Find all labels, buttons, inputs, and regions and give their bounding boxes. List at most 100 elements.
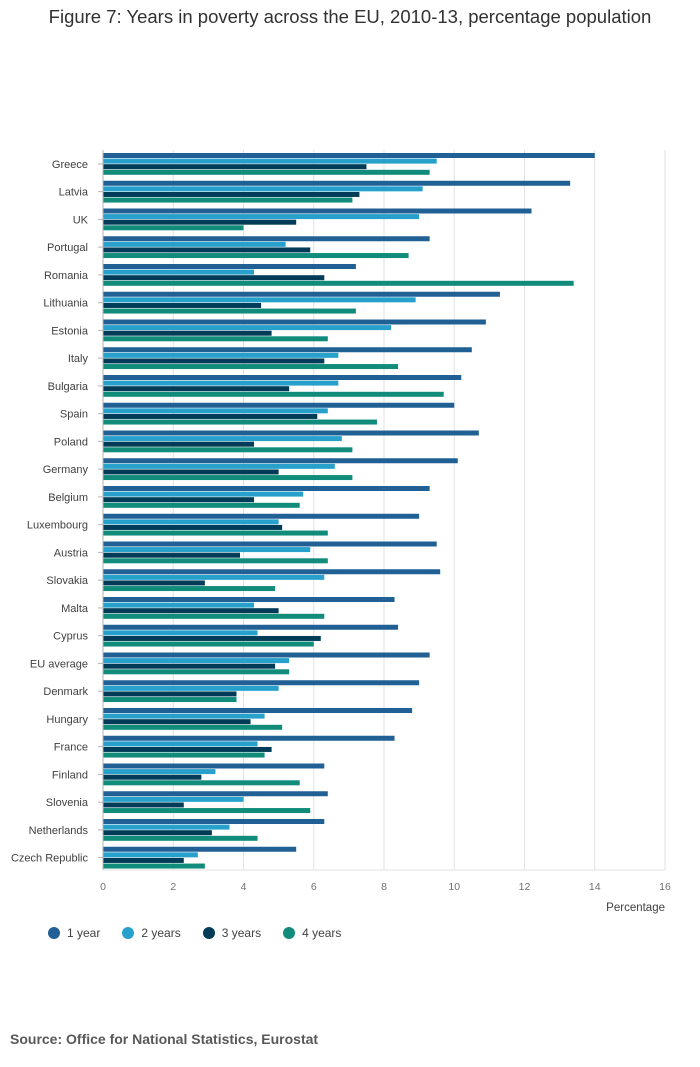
bar bbox=[103, 552, 240, 558]
bar bbox=[103, 558, 328, 564]
legend-swatch bbox=[122, 927, 135, 939]
bar bbox=[103, 475, 353, 481]
bar bbox=[103, 347, 472, 353]
bar bbox=[103, 441, 255, 447]
bar bbox=[103, 752, 265, 758]
category-label: UK bbox=[73, 214, 89, 226]
bar bbox=[103, 846, 297, 852]
bar bbox=[103, 291, 500, 297]
category-label: Poland bbox=[54, 436, 88, 448]
bar bbox=[103, 469, 279, 475]
bar bbox=[103, 569, 441, 575]
bar bbox=[103, 830, 212, 836]
bar bbox=[103, 391, 444, 397]
bar bbox=[103, 580, 205, 586]
category-label: Spain bbox=[60, 409, 88, 421]
legend: 1 year 2 years 3 years 4 years bbox=[48, 926, 341, 940]
category-label: Netherlands bbox=[29, 825, 89, 837]
bar bbox=[103, 735, 395, 741]
bar bbox=[103, 796, 244, 802]
bar bbox=[103, 153, 595, 158]
legend-item: 1 year bbox=[48, 926, 100, 940]
x-tick-label: 6 bbox=[311, 881, 317, 893]
bar bbox=[103, 247, 311, 253]
bar bbox=[103, 774, 202, 780]
category-label: Hungary bbox=[46, 714, 88, 726]
category-label: Italy bbox=[68, 353, 89, 365]
bar bbox=[103, 724, 283, 730]
bar bbox=[103, 746, 272, 752]
bar bbox=[103, 780, 300, 786]
category-label: Germany bbox=[43, 464, 89, 476]
category-label: EU average bbox=[30, 658, 88, 670]
legend-label: 1 year bbox=[67, 926, 101, 940]
bar bbox=[103, 641, 314, 647]
bar bbox=[103, 519, 279, 525]
bar bbox=[103, 652, 430, 658]
bar bbox=[103, 741, 258, 747]
bar bbox=[103, 269, 255, 275]
category-label: Slovenia bbox=[46, 797, 89, 809]
bar bbox=[103, 608, 279, 614]
bar bbox=[103, 380, 339, 386]
legend-label: 2 years bbox=[141, 926, 181, 940]
x-tick-label: 14 bbox=[589, 881, 601, 893]
legend-label: 3 years bbox=[221, 926, 262, 940]
bar bbox=[103, 458, 458, 464]
bar bbox=[103, 225, 244, 231]
bar bbox=[103, 386, 290, 392]
bar bbox=[103, 275, 325, 281]
category-label: Malta bbox=[61, 603, 89, 615]
x-tick-label: 0 bbox=[100, 881, 106, 893]
bar bbox=[103, 502, 300, 508]
x-tick-label: 16 bbox=[659, 881, 671, 893]
bar bbox=[103, 824, 230, 830]
bar bbox=[103, 685, 279, 691]
legend-swatch bbox=[48, 927, 60, 939]
category-label: Slovakia bbox=[46, 575, 88, 587]
bar bbox=[103, 191, 360, 197]
legend-label: 4 years bbox=[302, 926, 342, 940]
bar bbox=[103, 486, 430, 491]
bar bbox=[103, 524, 283, 530]
bar bbox=[103, 863, 205, 869]
bar bbox=[103, 319, 486, 325]
bar bbox=[103, 602, 255, 608]
category-label: Belgium bbox=[48, 492, 88, 504]
bar bbox=[103, 663, 276, 669]
bar bbox=[103, 497, 255, 503]
bar bbox=[103, 158, 437, 164]
bar bbox=[103, 574, 325, 580]
category-label: Lithuania bbox=[43, 298, 89, 310]
bar bbox=[103, 358, 325, 364]
legend-swatch bbox=[202, 927, 215, 939]
bar bbox=[103, 364, 399, 370]
bar bbox=[103, 219, 297, 225]
bar bbox=[103, 419, 377, 425]
bar bbox=[103, 630, 258, 636]
category-label: Cyprus bbox=[53, 631, 88, 643]
bar bbox=[103, 280, 574, 286]
bar bbox=[103, 808, 311, 814]
bar bbox=[103, 635, 321, 641]
gridlines bbox=[172, 150, 666, 870]
x-tick-label: 2 bbox=[170, 881, 176, 893]
bar bbox=[103, 214, 420, 220]
bar bbox=[103, 697, 237, 703]
bar bbox=[103, 857, 184, 863]
legend-item: 4 years bbox=[283, 926, 341, 940]
bar bbox=[103, 769, 216, 775]
category-label: Estonia bbox=[51, 325, 89, 337]
bar bbox=[103, 413, 318, 419]
bar bbox=[103, 336, 328, 342]
category-label: Latvia bbox=[59, 187, 89, 199]
bar bbox=[103, 852, 198, 858]
bar bbox=[103, 763, 325, 769]
x-tick-label: 4 bbox=[241, 881, 247, 893]
bar bbox=[103, 586, 276, 592]
category-label: Greece bbox=[52, 159, 88, 171]
category-label: France bbox=[54, 742, 88, 754]
bar bbox=[103, 597, 395, 602]
category-label: Finland bbox=[52, 769, 88, 781]
bar bbox=[103, 513, 420, 519]
